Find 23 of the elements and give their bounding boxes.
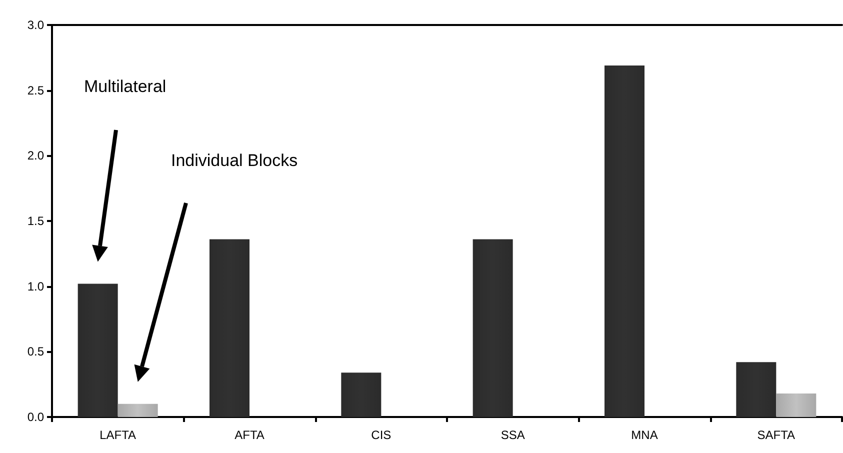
x-tick-label: SSA [500, 428, 525, 442]
x-tick-label: LAFTA [100, 428, 136, 442]
y-tick-label: 1.0 [27, 279, 44, 294]
y-tick-label: 3.0 [27, 18, 44, 32]
bar [604, 66, 644, 417]
x-tick-label: CIS [371, 428, 392, 442]
x-tick-label: MNA [631, 428, 658, 442]
x-tick-label: SAFTA [757, 428, 796, 442]
bar [78, 284, 118, 417]
x-tick-label: AFTA [234, 428, 264, 442]
bar [472, 239, 513, 417]
y-tick-label: 1.5 [27, 214, 44, 228]
bar [736, 362, 776, 417]
bar [341, 372, 382, 417]
annotation: Individual Blocks [171, 151, 298, 170]
bar [776, 393, 816, 417]
bar [210, 239, 250, 417]
y-tick-label: 0.0 [27, 410, 44, 424]
y-tick-label: 0.5 [27, 344, 44, 359]
bar [118, 404, 158, 417]
y-tick-label: 2.0 [27, 148, 44, 163]
annotation: Multilateral [84, 77, 166, 96]
y-tick-label: 2.5 [27, 83, 44, 98]
